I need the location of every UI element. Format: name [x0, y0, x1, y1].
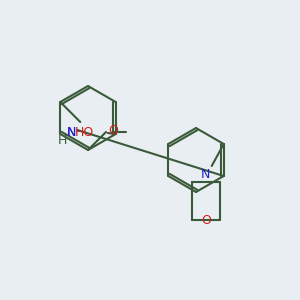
- Text: O: O: [108, 124, 118, 136]
- Text: H: H: [58, 134, 67, 146]
- Text: O: O: [201, 214, 211, 227]
- Text: HO: HO: [74, 125, 94, 139]
- Text: N: N: [201, 167, 210, 181]
- Text: N: N: [67, 125, 76, 139]
- Text: N: N: [67, 125, 76, 139]
